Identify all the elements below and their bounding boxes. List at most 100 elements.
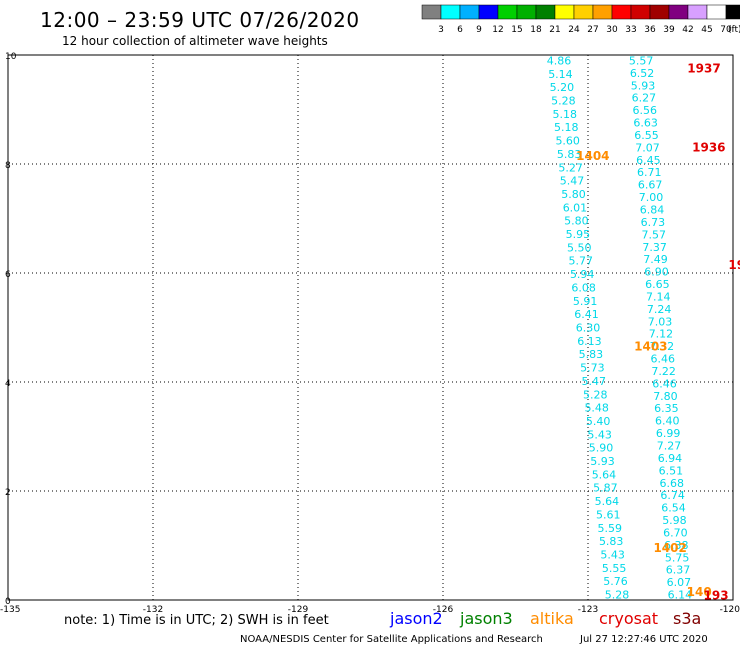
legend-tick-label: 6 [457, 25, 463, 35]
x-tick-label: -126 [433, 605, 454, 615]
wave-height-value: 7.00 [639, 191, 664, 204]
wave-height-value: 7.37 [642, 241, 667, 254]
wave-height-value: 7.49 [643, 253, 668, 266]
wave-height-value: 6.68 [659, 477, 684, 490]
legend-tick-label: 39 [663, 25, 675, 35]
wave-height-value: 5.93 [631, 79, 656, 92]
legend-color-swatch [497, 4, 518, 20]
legend-color-swatch [535, 4, 556, 20]
wave-height-value: 7.24 [647, 303, 672, 316]
legend-tick-label: 9 [476, 25, 482, 35]
wave-height-value: 7.03 [648, 315, 673, 328]
wave-height-value: 5.28 [605, 589, 630, 602]
legend-color-swatch [706, 4, 727, 20]
wave-height-value: 6.46 [650, 353, 675, 366]
wave-height-value: 6.55 [634, 129, 659, 142]
wave-height-value: 5.28 [583, 388, 608, 401]
wave-height-value: 7.57 [642, 228, 667, 241]
pass-time-label: 1403 [634, 340, 667, 354]
wave-height-value: 6.74 [660, 489, 685, 502]
wave-height-value: 6.51 [659, 464, 684, 477]
legend-tick-label: 36 [644, 25, 656, 35]
satellite-altika-label: altika [530, 609, 574, 628]
wave-height-value: 5.80 [564, 215, 589, 228]
legend-color-swatch [687, 4, 708, 20]
legend-color-swatch [668, 4, 689, 20]
legend-color-swatch [573, 4, 594, 20]
wave-height-value: 5.43 [587, 428, 612, 441]
pass-time-label: 1936 [692, 141, 725, 155]
wave-height-value: 5.40 [586, 415, 611, 428]
footer-timestamp: Jul 27 12:27:46 UTC 2020 [580, 634, 708, 645]
wave-height-value: 6.71 [637, 166, 662, 179]
x-tick-label: -132 [143, 605, 163, 615]
wave-height-value: 5.83 [599, 535, 624, 548]
plot-frame [7, 54, 734, 601]
y-tick-label: 0 [5, 597, 11, 607]
satellite-jason3-label: jason3 [460, 609, 513, 628]
pass-time-label: 140 [687, 585, 712, 599]
wave-height-value: 7.14 [646, 290, 671, 303]
wave-height-value: 6.46 [652, 377, 677, 390]
legend-tick-label: 45 [701, 25, 712, 35]
legend-tick-label: 27 [587, 25, 598, 35]
y-tick-label: 2 [5, 488, 11, 498]
wave-height-value: 5.64 [595, 495, 620, 508]
footer-credit: NOAA/NESDIS Center for Satellite Applica… [240, 634, 543, 645]
legend-color-swatch [725, 4, 740, 20]
wave-height-value: 7.80 [653, 390, 678, 403]
wave-height-value: 5.20 [550, 81, 575, 94]
wave-height-value: 5.90 [589, 442, 614, 455]
legend-tick-label: 3 [438, 25, 444, 35]
legend-color-swatch [478, 4, 499, 20]
wave-height-value: 6.70 [663, 526, 688, 539]
legend-color-swatch [440, 4, 461, 20]
pass-time-label: 193 [704, 589, 729, 603]
pass-time-label: 1936 [728, 258, 740, 272]
x-tick-label: -123 [578, 605, 598, 615]
wave-height-value: 5.14 [548, 68, 573, 81]
wave-height-value: 6.01 [563, 201, 588, 214]
wave-height-value: 5.83 [557, 148, 582, 161]
satellite-s3a-label: s3a [673, 609, 702, 628]
wave-height-value: 5.91 [573, 295, 598, 308]
wave-height-value: 7.22 [651, 365, 676, 378]
y-tick-label: 4 [5, 379, 11, 389]
legend-tick-label: 21 [549, 25, 560, 35]
wave-height-value: 5.64 [592, 468, 617, 481]
wave-height-value: 5.94 [570, 268, 595, 281]
wave-height-value: 5.87 [593, 482, 618, 495]
wave-height-value: 6.08 [571, 281, 596, 294]
wave-height-value: 5.60 [555, 135, 580, 148]
wave-height-value: 6.52 [630, 67, 655, 80]
wave-height-value: 5.50 [567, 241, 592, 254]
legend-tick-label: 42 [682, 25, 693, 35]
wave-height-value: 5.18 [554, 121, 579, 134]
wave-height-value: 5.80 [561, 188, 586, 201]
wave-height-value: 6.67 [638, 179, 663, 192]
wave-height-value: 5.47 [560, 175, 585, 188]
wave-height-value: 6.45 [636, 154, 661, 167]
wave-height-value: 6.63 [633, 117, 658, 130]
wave-height-value: 5.55 [602, 562, 627, 575]
wave-height-value: 6.90 [644, 266, 669, 279]
legend-tick-label: 24 [568, 25, 580, 35]
chart-subtitle: 12 hour collection of altimeter wave hei… [62, 34, 328, 48]
legend-color-swatch [630, 4, 651, 20]
pass-time-label: 1404 [576, 149, 609, 163]
legend-color-swatch [649, 4, 670, 20]
chart-title: 12:00 – 23:59 UTC 07/26/2020 [40, 8, 360, 32]
wave-height-value: 6.65 [645, 278, 670, 291]
wave-height-value: 5.76 [603, 575, 628, 588]
units-note: note: 1) Time is in UTC; 2) SWH is in fe… [64, 613, 329, 628]
wave-height-value: 6.14 [668, 589, 693, 602]
legend-unit-label: (ft) [728, 25, 740, 35]
x-tick-label: -120 [720, 605, 740, 615]
legend-color-swatch [611, 4, 632, 20]
legend-tick-label: 12 [492, 25, 503, 35]
wave-height-value: 5.73 [580, 362, 605, 375]
legend-color-swatch [554, 4, 575, 20]
wave-height-value: 5.83 [579, 348, 604, 361]
wave-height-value: 4.86 [547, 54, 572, 67]
wave-height-value: 5.59 [598, 522, 623, 535]
